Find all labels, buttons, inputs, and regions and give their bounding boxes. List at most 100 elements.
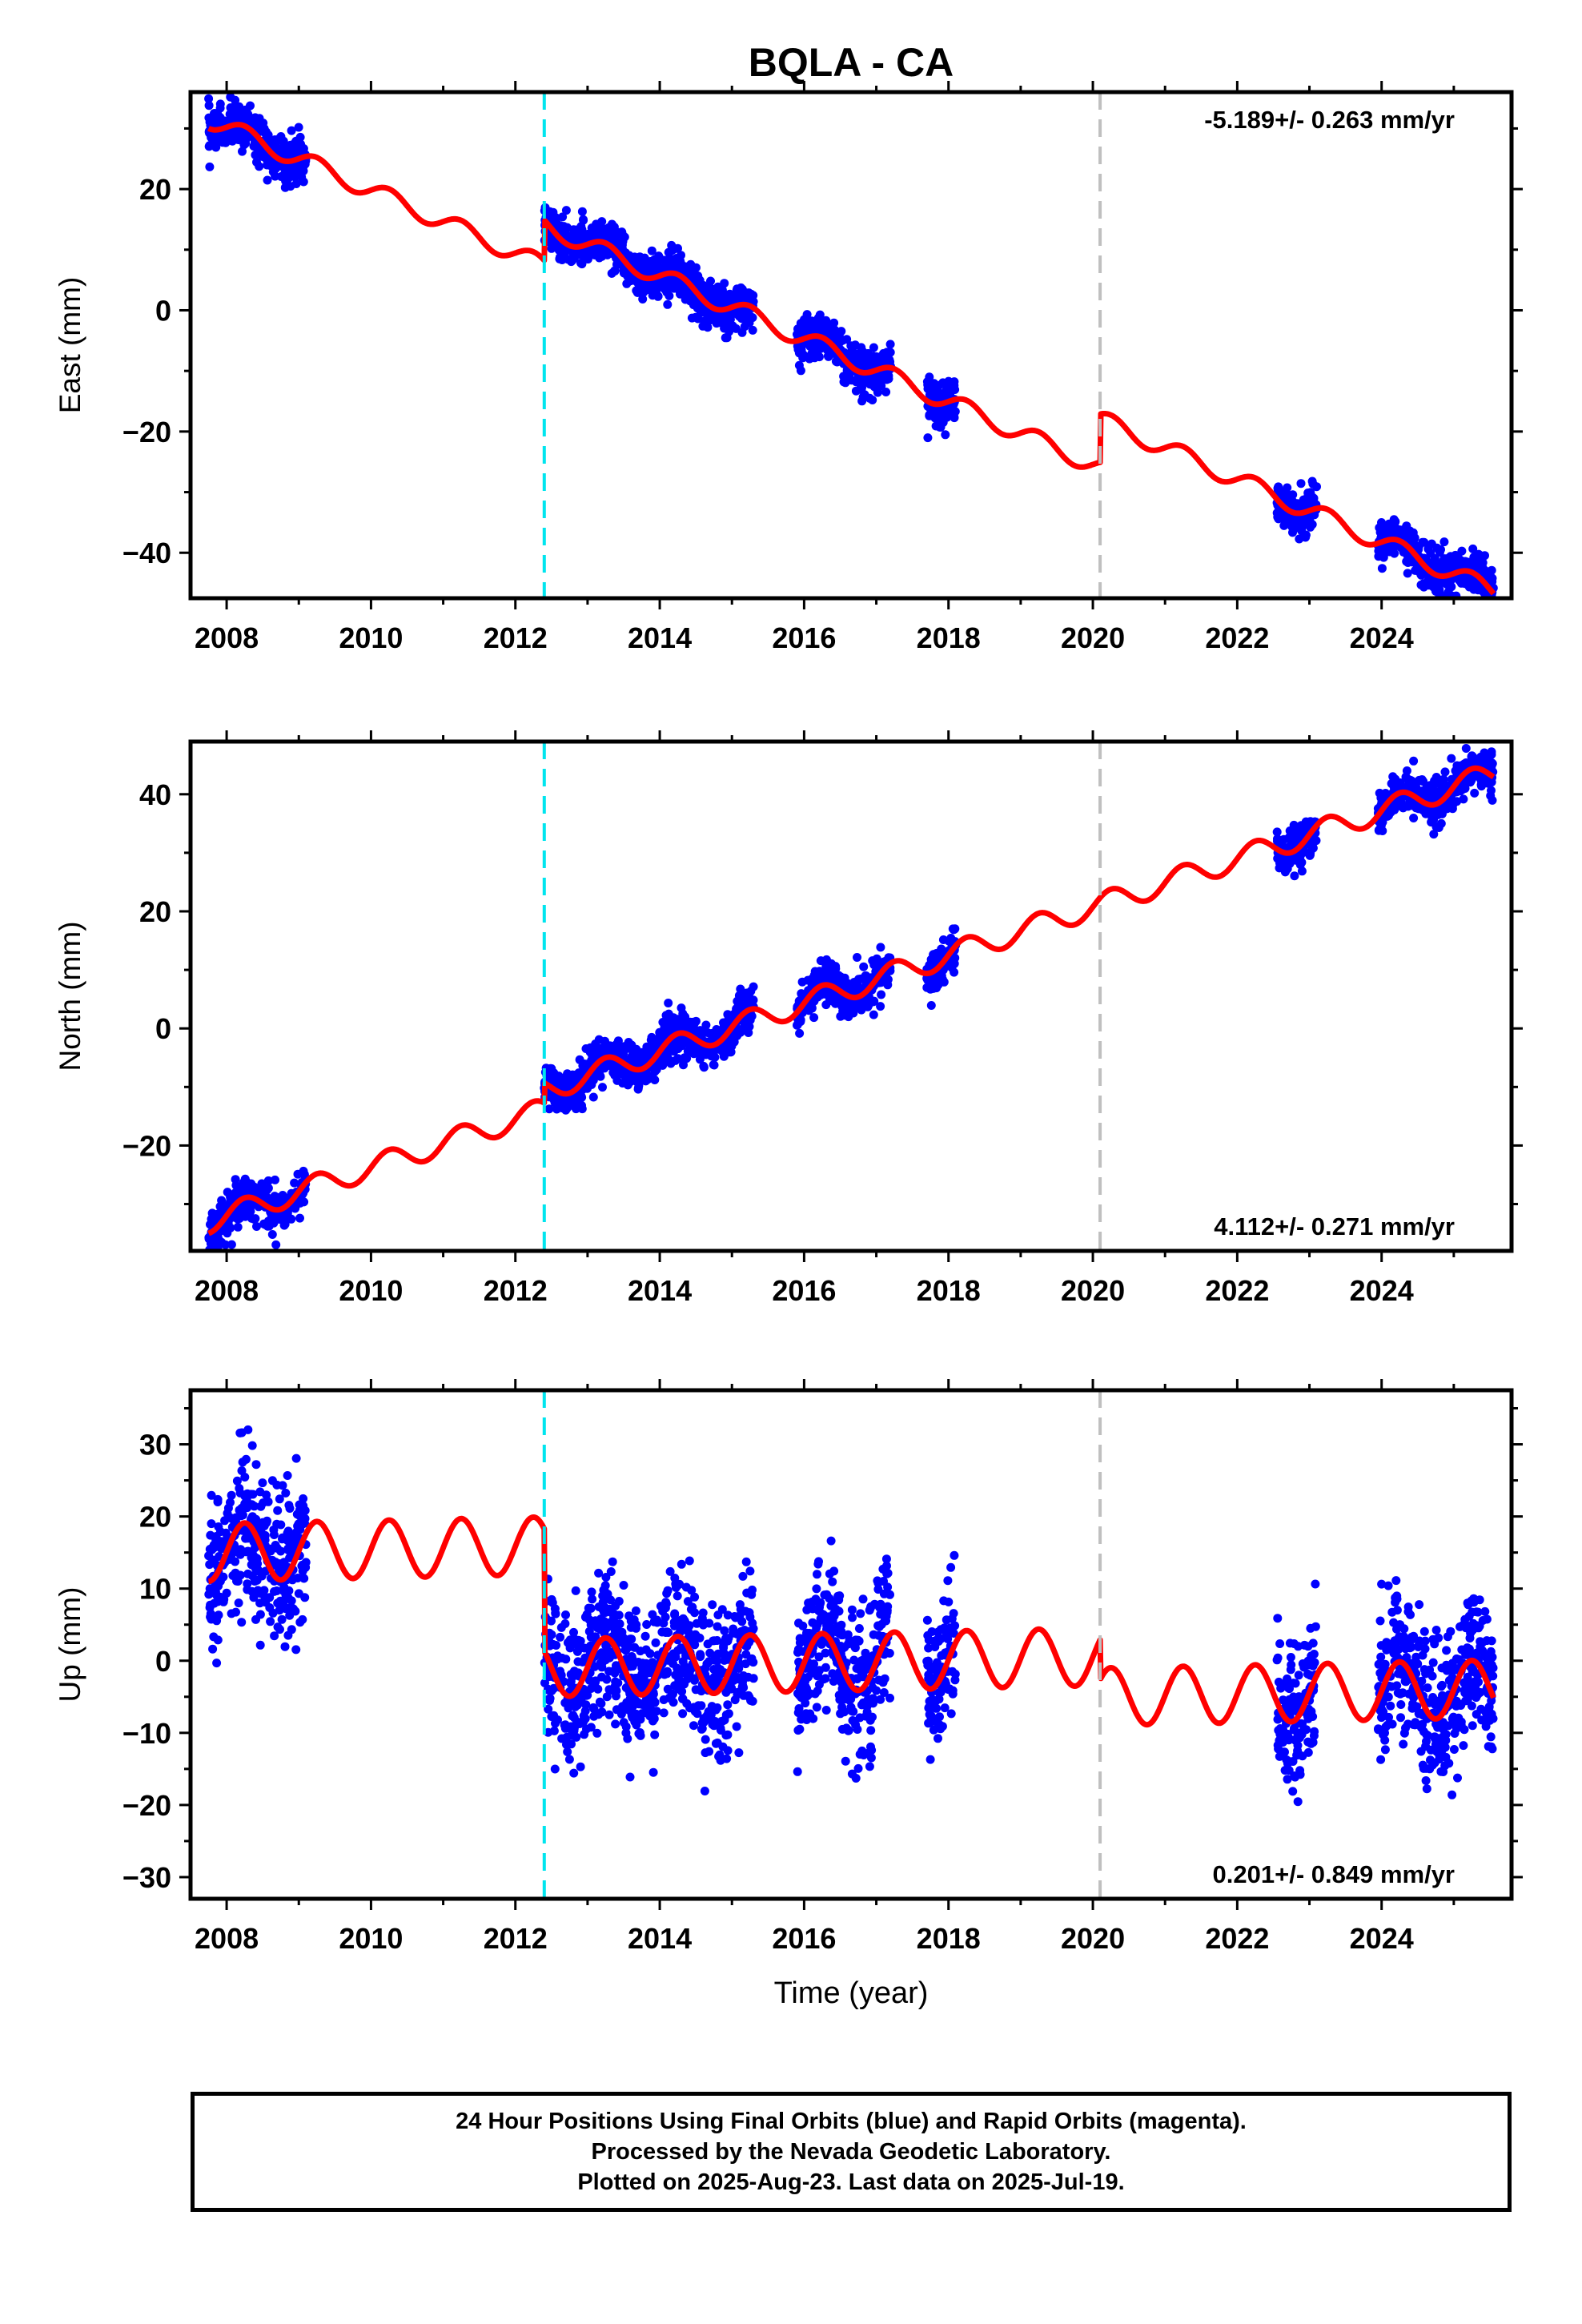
data-point — [255, 162, 264, 171]
data-point — [282, 1532, 291, 1542]
data-point — [650, 263, 660, 273]
data-point — [1295, 852, 1305, 862]
data-point — [290, 172, 299, 182]
data-point — [204, 113, 214, 123]
data-point — [850, 350, 860, 360]
data-point — [796, 366, 805, 376]
data-point — [213, 1635, 223, 1645]
data-point — [281, 176, 291, 186]
data-point — [1278, 511, 1287, 521]
data-point — [1409, 533, 1419, 542]
data-point — [227, 111, 237, 120]
data-point — [721, 333, 730, 343]
data-point — [635, 258, 644, 267]
x-tick-label: 2014 — [628, 1274, 692, 1307]
data-point — [732, 1722, 741, 1731]
data-point — [853, 953, 861, 962]
data-point — [665, 277, 675, 287]
data-point — [832, 356, 841, 366]
data-point — [287, 166, 297, 175]
data-point — [235, 1484, 244, 1493]
data-point — [278, 1481, 287, 1490]
data-point — [557, 255, 567, 264]
data-point — [217, 1196, 227, 1205]
data-point — [925, 411, 934, 420]
data-point — [255, 1640, 265, 1650]
data-point — [934, 951, 944, 960]
data-point — [603, 250, 612, 259]
data-point — [247, 1179, 256, 1188]
data-point — [256, 1502, 266, 1511]
data-point — [1295, 860, 1305, 870]
data-point — [259, 1219, 269, 1228]
data-point — [712, 1025, 721, 1034]
data-point — [561, 206, 571, 215]
data-point — [1468, 544, 1478, 553]
data-point — [1433, 810, 1443, 819]
data-point — [273, 1598, 283, 1608]
data-point — [550, 1764, 560, 1774]
data-point — [299, 177, 308, 187]
data-point — [236, 1545, 245, 1554]
data-point — [1439, 537, 1449, 547]
x-tick-label: 2024 — [1350, 1274, 1414, 1307]
plot-area — [204, 744, 1498, 1251]
data-point — [206, 1600, 215, 1610]
data-point — [858, 392, 868, 402]
x-tick-label: 2012 — [484, 621, 548, 654]
data-point — [689, 1047, 699, 1057]
data-point — [258, 1478, 267, 1488]
panel-frame — [188, 90, 1514, 601]
data-point — [741, 311, 751, 320]
data-point — [638, 295, 648, 304]
data-point — [555, 1103, 564, 1112]
data-point — [1377, 564, 1387, 573]
data-point — [685, 1556, 694, 1566]
data-point — [873, 388, 882, 397]
data-point — [247, 1185, 255, 1195]
data-point — [1409, 814, 1419, 822]
data-point — [664, 247, 673, 257]
plot-area — [204, 1425, 1498, 1807]
data-point — [1411, 803, 1421, 813]
data-point — [1376, 793, 1386, 802]
data-point — [732, 1004, 741, 1014]
data-point — [287, 1625, 296, 1634]
data-point — [859, 962, 869, 971]
data-point — [226, 1223, 235, 1232]
data-point — [1440, 767, 1450, 777]
data-point — [648, 1767, 658, 1777]
data-point — [1452, 561, 1462, 571]
data-point — [624, 1038, 633, 1047]
data-point — [881, 388, 891, 396]
data-point — [709, 1060, 718, 1069]
data-point — [291, 1645, 301, 1655]
data-point — [876, 1002, 885, 1011]
data-point — [1391, 517, 1400, 527]
data-point — [812, 344, 821, 353]
data-point — [204, 94, 214, 103]
data-point — [733, 288, 742, 298]
data-point — [238, 1458, 247, 1467]
data-point — [223, 1188, 232, 1197]
data-point — [679, 1060, 688, 1070]
data-point — [243, 1503, 252, 1513]
data-point — [865, 351, 874, 360]
y-axis-label: North (mm) — [54, 921, 86, 1071]
data-point — [1480, 748, 1489, 758]
data-point — [634, 1081, 644, 1091]
data-point — [946, 390, 955, 400]
x-tick-label: 2016 — [772, 621, 836, 654]
data-point — [253, 114, 263, 123]
data-point — [593, 226, 603, 235]
data-point — [575, 1069, 584, 1079]
data-point — [1431, 586, 1440, 596]
data-point — [1297, 526, 1307, 536]
x-tick-label: 2022 — [1205, 1274, 1269, 1307]
data-point — [796, 1017, 805, 1027]
data-point — [929, 390, 938, 400]
data-point — [946, 934, 956, 943]
data-point — [608, 227, 617, 236]
data-point — [1436, 545, 1445, 554]
data-point — [719, 1051, 729, 1061]
